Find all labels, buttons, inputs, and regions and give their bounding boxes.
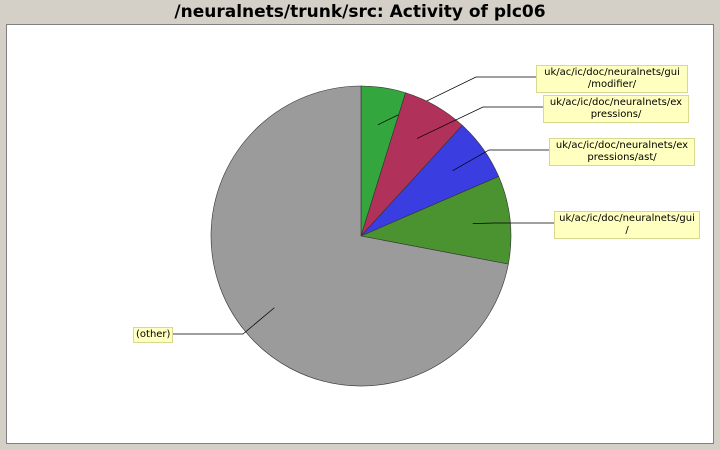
plot-area: uk/ac/ic/doc/neuralnets/gui /modifier/ u… [6,24,714,444]
pie-slice-gui [359,176,512,265]
slice-label-gui-modifier: uk/ac/ic/doc/neuralnets/gui /modifier/ [536,65,688,93]
pie-chart [173,76,554,387]
leader-line-gui [472,222,554,225]
slice-label-expressions: uk/ac/ic/doc/neuralnets/ex pressions/ [543,95,689,123]
slice-label-expressions-ast: uk/ac/ic/doc/neuralnets/ex pressions/ast… [549,138,695,166]
leader-line-expressions [416,106,543,139]
leader-line-other [173,307,275,335]
slice-label-gui: uk/ac/ic/doc/neuralnets/gui / [554,211,700,239]
leader-line-expressions-ast [452,149,549,172]
slice-label-other: (other) [133,327,173,343]
chart-title: /neuralnets/trunk/src: Activity of plc06 [174,2,546,22]
